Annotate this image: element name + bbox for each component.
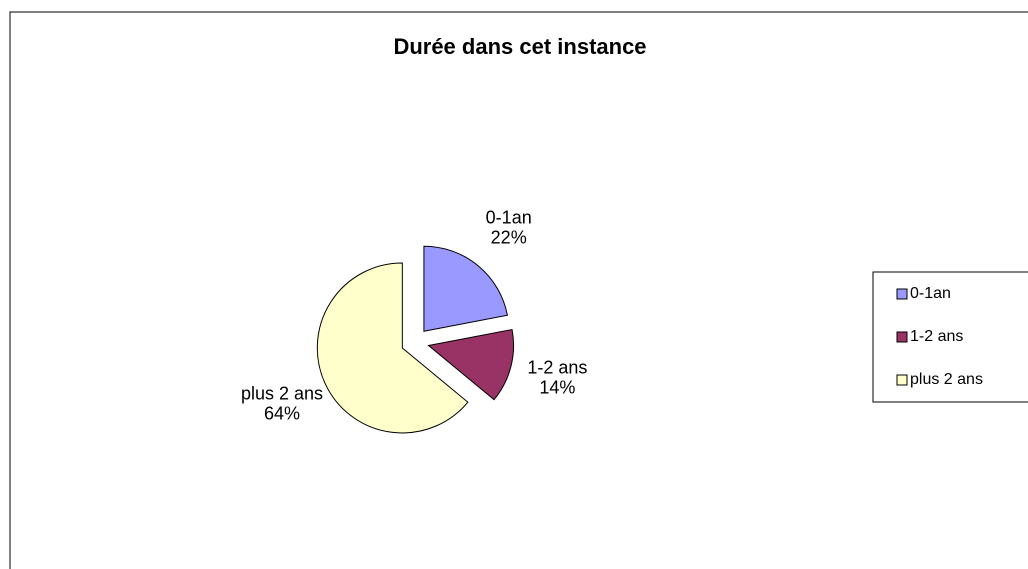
legend-label: plus 2 ans: [910, 371, 983, 388]
data-label-value: 22%: [491, 227, 527, 247]
data-label-name: plus 2 ans: [241, 383, 323, 403]
legend-label: 1-2 ans: [910, 328, 963, 345]
legend-label: 0-1an: [910, 285, 951, 302]
pie-slice: [423, 245, 509, 332]
legend-swatch: [896, 374, 908, 386]
chart-title: Durée dans cet instance: [393, 34, 646, 59]
data-label-value: 64%: [264, 403, 300, 423]
data-label-name: 1-2 ans: [527, 357, 587, 377]
data-label-name: 0-1an: [486, 207, 532, 227]
legend-swatch: [896, 331, 908, 343]
pie-slice: [316, 262, 469, 434]
legend-swatch: [896, 288, 908, 300]
chart-frame: [9, 11, 1028, 569]
pie-slice: [427, 328, 515, 401]
data-label-value: 14%: [539, 377, 575, 397]
